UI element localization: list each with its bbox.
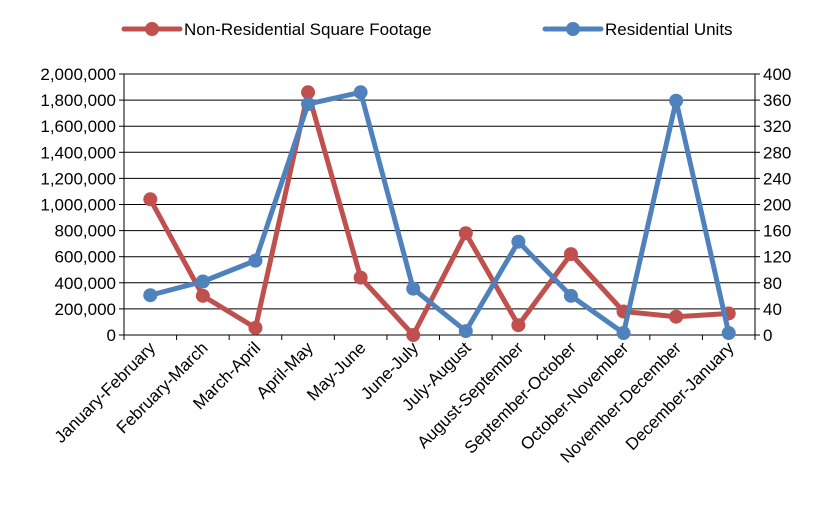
series-1 (143, 85, 736, 341)
series-1-point-11 (721, 326, 736, 341)
series-layer (143, 85, 736, 342)
left-tick-label-9: 1,800,000 (40, 91, 116, 110)
legend-label-1: Residential Units (605, 20, 733, 39)
left-axis-ticks: 0 200,000 400,000 600,000 800,000 1,000,000 1,… (40, 65, 124, 345)
series-1-point-0 (143, 288, 158, 303)
series-0-point-10 (669, 309, 684, 324)
series-0-point-8 (563, 247, 578, 262)
right-tick-label-4: 160 (763, 222, 791, 241)
x-tick-label-1: February-March (113, 338, 212, 437)
right-axis-ticks: 0 40 80 120 160 200 240 280 320 360 400 (755, 65, 791, 345)
series-1-point-10 (669, 93, 684, 108)
left-tick-label-6: 1,200,000 (40, 169, 116, 188)
gridlines (124, 73, 755, 336)
left-tick-label-10: 2,000,000 (40, 65, 116, 84)
series-0-point-7 (511, 318, 526, 333)
series-0-point-5 (406, 328, 421, 342)
series-0-point-0 (143, 192, 158, 207)
series-0-point-3 (301, 85, 316, 100)
series-0-point-4 (353, 270, 368, 285)
right-tick-label-2: 80 (763, 274, 782, 293)
series-1-point-9 (616, 326, 631, 341)
legend-item-0: Non-Residential Square Footage (121, 20, 432, 39)
right-tick-label-5: 200 (763, 196, 791, 215)
legend-marker-0 (145, 22, 159, 36)
series-0-point-1 (195, 288, 210, 303)
left-tick-label-1: 200,000 (55, 300, 116, 319)
left-tick-label-4: 800,000 (55, 222, 116, 241)
right-tick-label-7: 280 (763, 143, 791, 162)
left-tick-label-2: 400,000 (55, 274, 116, 293)
left-tick-label-7: 1,400,000 (40, 143, 116, 162)
right-tick-label-6: 240 (763, 169, 791, 188)
right-tick-label-8: 320 (763, 117, 791, 136)
series-1-point-7 (511, 234, 526, 249)
series-0-point-2 (248, 320, 263, 335)
left-tick-label-8: 1,600,000 (40, 117, 116, 136)
left-tick-label-5: 1,000,000 (40, 196, 116, 215)
right-tick-label-10: 400 (763, 65, 791, 84)
legend-item-1: Residential Units (542, 20, 733, 39)
right-tick-label-0: 0 (763, 326, 772, 345)
right-tick-label-3: 120 (763, 248, 791, 267)
series-1-point-4 (353, 85, 368, 100)
series-0-point-6 (458, 226, 473, 241)
right-tick-label-1: 40 (763, 300, 782, 319)
left-tick-label-0: 0 (107, 326, 116, 345)
series-1-point-2 (248, 253, 263, 268)
series-line-1 (147, 89, 732, 336)
series-1-point-3 (301, 97, 316, 112)
series-line-0 (147, 89, 732, 338)
legend: Non-Residential Square Footage Residentia… (121, 20, 733, 39)
series-1-point-1 (195, 274, 210, 289)
right-tick-label-9: 360 (763, 91, 791, 110)
series-1-point-6 (458, 324, 473, 339)
series-0 (143, 85, 736, 342)
x-axis-ticks: January-FebruaryFebruary-MarchMarch-Apri… (51, 335, 756, 467)
series-1-point-8 (563, 288, 578, 303)
series-1-point-5 (406, 281, 421, 296)
legend-marker-1 (566, 22, 580, 36)
legend-label-0: Non-Residential Square Footage (184, 20, 432, 39)
left-tick-label-3: 600,000 (55, 248, 116, 267)
